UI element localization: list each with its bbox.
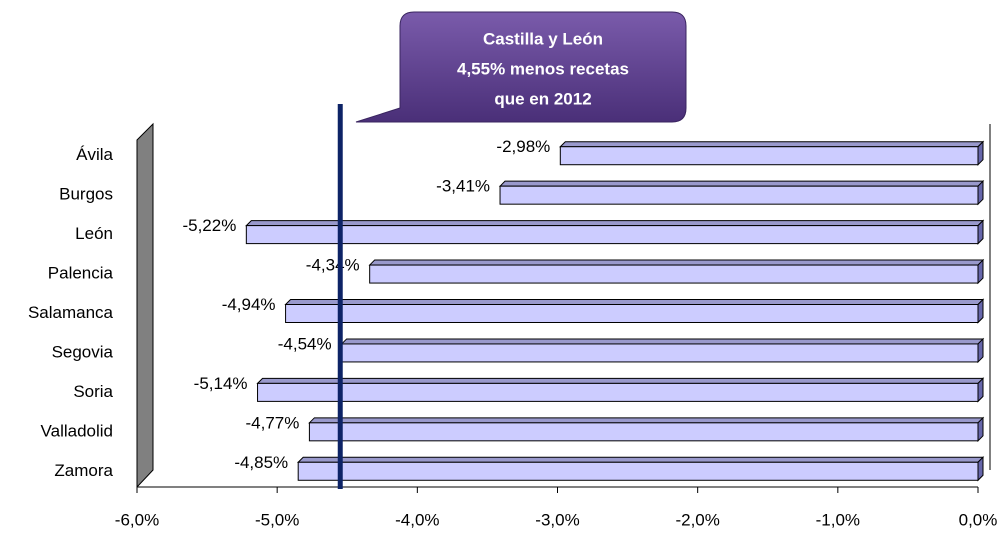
y-tick-label: Burgos (59, 185, 113, 204)
annotation: 4,55% menos recetas (457, 59, 629, 78)
y-tick-label: Zamora (54, 461, 113, 480)
x-tick-label: -2,0% (675, 510, 719, 529)
side-wall (136, 122, 154, 489)
x-tick-label: -1,0% (816, 510, 860, 529)
bar (308, 422, 979, 442)
bar (499, 185, 979, 205)
bar (245, 225, 979, 245)
value-label: -2,98% (496, 137, 550, 156)
bar-top (368, 259, 985, 266)
x-tick-label: -3,0% (535, 510, 579, 529)
value-label: -4,77% (246, 413, 300, 432)
bar (341, 343, 979, 363)
y-tick-label: Palencia (48, 264, 114, 283)
bar (285, 304, 979, 323)
value-label: -5,22% (182, 216, 236, 235)
bar-top (308, 417, 985, 424)
bar (369, 264, 979, 284)
y-tick-label: Segovia (52, 342, 114, 361)
value-label: -5,14% (194, 374, 248, 393)
bar (297, 461, 979, 481)
bar-top (245, 220, 985, 227)
annotation: Castilla y León (483, 29, 603, 48)
annotation: que en 2012 (494, 89, 591, 108)
y-tick-label: Soria (73, 382, 113, 401)
value-label: -4,85% (234, 453, 288, 472)
x-tick-label: -6,0% (115, 510, 159, 529)
y-tick-label: Valladolid (41, 421, 113, 440)
value-label: -4,34% (306, 256, 360, 275)
bar-top (340, 338, 985, 345)
bar-top (284, 299, 985, 305)
value-label: -4,54% (278, 334, 332, 353)
value-label: -3,41% (436, 177, 490, 196)
x-tick-label: 0,0% (959, 510, 998, 529)
bar-top (256, 377, 985, 384)
bar-top (296, 456, 985, 463)
value-label: -4,94% (222, 295, 276, 314)
x-tick-label: -5,0% (255, 510, 299, 529)
callout (355, 11, 687, 123)
x-tick-label: -4,0% (395, 510, 439, 529)
bar (559, 146, 979, 166)
bar-top (559, 141, 985, 148)
y-tick-label: Ávila (76, 145, 113, 164)
bar-top (498, 180, 985, 187)
bar (257, 382, 979, 402)
y-tick-label: Salamanca (28, 303, 114, 322)
y-tick-label: León (75, 224, 113, 243)
